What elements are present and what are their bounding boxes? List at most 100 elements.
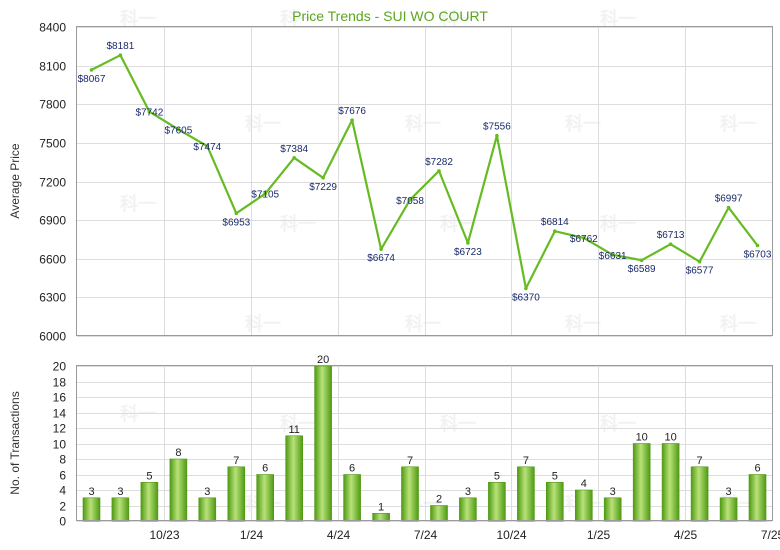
price-point	[466, 241, 470, 245]
transaction-bar	[748, 474, 767, 522]
watermark-text: 科一	[120, 193, 156, 214]
watermark-text: 科一	[280, 8, 316, 29]
transaction-bar	[256, 474, 275, 522]
price-point	[639, 258, 644, 263]
transaction-data-label: 3	[88, 486, 94, 498]
chart-title: Price Trends - SUI WO COURT	[292, 8, 488, 24]
price-point	[205, 144, 210, 148]
price-data-label: $7105	[251, 190, 279, 201]
transaction-data-label: 10	[664, 432, 676, 444]
transaction-data-label: 8	[175, 447, 181, 459]
watermark-text: 科一	[280, 213, 316, 234]
transaction-data-label: 6	[262, 463, 268, 475]
price-data-label: $6703	[744, 250, 772, 261]
transactions-tick-label: 8	[59, 453, 66, 467]
price-tick-label: 7500	[39, 137, 66, 151]
transaction-data-label: 5	[494, 470, 500, 482]
watermark-text: 科一	[600, 8, 636, 29]
x-tick-label: 4/24	[327, 528, 351, 542]
transaction-bar	[632, 443, 651, 522]
transaction-bar	[343, 474, 361, 522]
watermark-text: 科一	[600, 213, 636, 234]
price-data-label: $7676	[338, 106, 366, 117]
transactions-tick-label: 6	[59, 469, 66, 483]
price-tick-label: 6300	[39, 291, 66, 305]
price-point	[697, 259, 702, 264]
price-data-label: $7742	[135, 108, 163, 119]
price-data-label: $6762	[570, 234, 598, 245]
price-tick-label: 6900	[39, 214, 66, 228]
watermark-text: 科一	[565, 113, 601, 134]
transaction-bar	[314, 365, 332, 522]
watermark-text: 科一	[600, 413, 636, 434]
price-point	[524, 286, 528, 291]
watermark-text: 科一	[440, 213, 476, 234]
transaction-bar	[430, 505, 448, 522]
grid-layer	[77, 27, 773, 522]
transaction-bar	[285, 435, 304, 522]
transaction-data-label: 7	[407, 455, 413, 467]
watermark-text: 科一	[120, 8, 156, 29]
price-data-label: $7229	[309, 182, 337, 193]
transaction-bar	[401, 466, 419, 522]
transaction-bar	[82, 497, 101, 522]
price-data-label: $6674	[367, 253, 395, 264]
price-point	[234, 211, 239, 216]
transactions-tick-label: 4	[59, 484, 66, 498]
line-series	[89, 53, 760, 291]
price-point	[321, 176, 325, 180]
x-tick-label: 7/24	[414, 528, 438, 542]
price-data-label: $7384	[280, 144, 308, 155]
transaction-bar	[459, 497, 477, 522]
price-point	[610, 253, 615, 257]
price-data-label: $6577	[686, 266, 714, 277]
price-point	[147, 109, 152, 114]
price-point	[726, 205, 731, 210]
transactions-plot-frame	[76, 365, 773, 521]
transaction-bar	[574, 489, 593, 522]
transaction-data-label: 7	[697, 455, 703, 467]
price-data-label: $7282	[425, 157, 453, 168]
transaction-bar	[690, 466, 709, 522]
x-tick-label: 7/25	[761, 528, 780, 542]
x-tick-label: 10/24	[496, 528, 526, 542]
price-point	[495, 133, 499, 138]
price-data-label: $6723	[454, 247, 482, 258]
transaction-bar	[372, 512, 390, 522]
transaction-data-label: 3	[204, 486, 210, 498]
transaction-data-label: 5	[552, 470, 558, 482]
price-point	[89, 68, 94, 72]
transaction-data-label: 6	[754, 463, 760, 475]
price-data-label: $8181	[106, 41, 134, 52]
price-point	[118, 53, 123, 57]
price-point	[553, 229, 557, 233]
price-data-label: $6589	[628, 264, 656, 275]
transaction-bar	[140, 481, 159, 522]
price-data-label: $6997	[715, 194, 743, 205]
price-tick-label: 6600	[39, 253, 66, 267]
price-data-label: $6953	[222, 217, 250, 228]
watermark-text: 科一	[245, 313, 281, 334]
price-plot-frame	[76, 26, 773, 336]
bar-series	[82, 365, 767, 522]
transaction-bar	[661, 443, 680, 522]
price-data-label: $7058	[396, 196, 424, 207]
watermark-text: 科一	[720, 313, 756, 334]
price-data-label: $6370	[512, 292, 540, 303]
transactions-tick-label: 14	[53, 407, 67, 421]
transaction-bar	[227, 466, 246, 522]
watermark-text: 科一	[720, 113, 756, 134]
price-point	[350, 118, 354, 122]
price-tick-label: 7800	[39, 98, 66, 112]
transactions-tick-label: 18	[53, 376, 67, 390]
price-series-line	[91, 54, 759, 290]
transaction-data-label: 7	[233, 455, 239, 467]
price-point	[263, 191, 268, 196]
transactions-tick-label: 12	[53, 422, 67, 436]
price-tick-label: 8100	[39, 60, 66, 74]
price-data-label: $6713	[657, 230, 685, 241]
watermark-text: 科一	[405, 113, 441, 134]
transaction-data-label: 5	[146, 470, 152, 482]
transactions-tick-label: 16	[53, 391, 67, 405]
